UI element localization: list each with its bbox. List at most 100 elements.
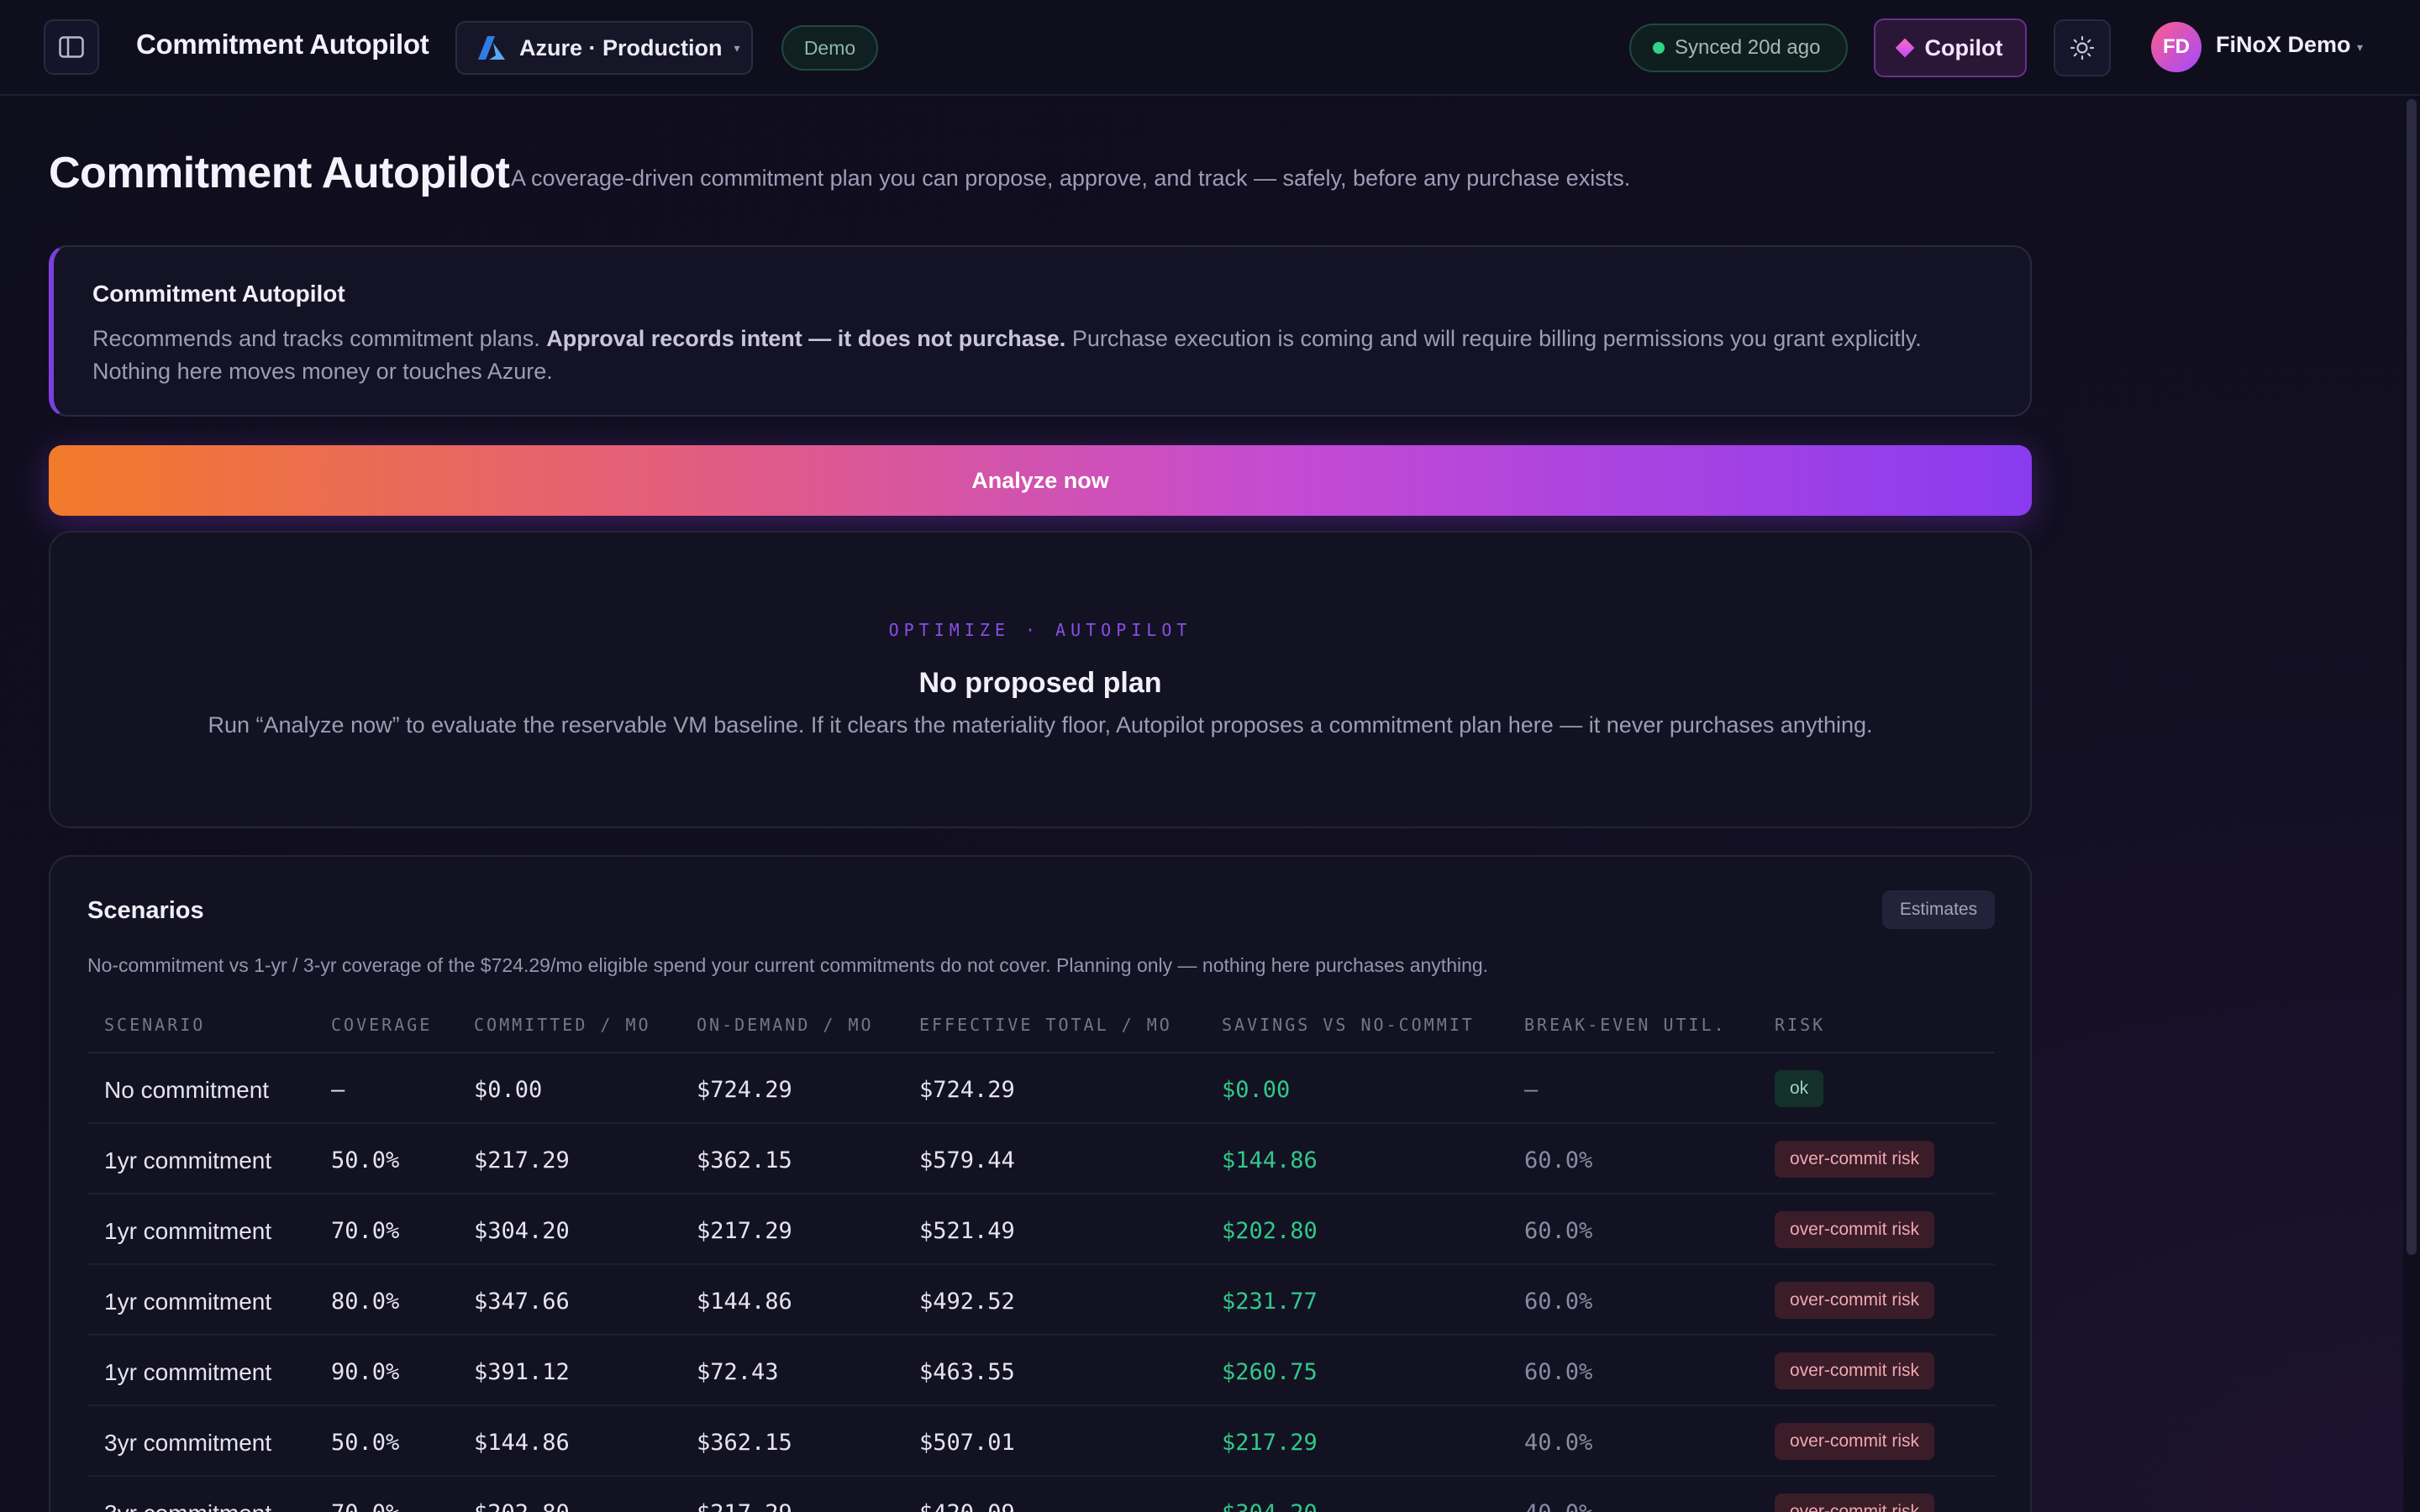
cell-coverage: 80.0%: [331, 1289, 400, 1315]
table-row: 3yr commitment 70.0% $202.80 $217.29 $420.09…: [87, 1477, 1995, 1512]
chevron-down-icon[interactable]: ▾: [2357, 40, 2364, 54]
info-banner: Commitment Autopilot Recommends and trac…: [49, 245, 2032, 417]
cell-committed: $347.66: [474, 1289, 570, 1315]
risk-badge: over-commit risk: [1775, 1494, 1935, 1512]
analyze-now-button[interactable]: Analyze now: [49, 445, 2032, 516]
column-header-coverage: COVERAGE: [331, 1015, 433, 1035]
scenarios-description: No-commitment vs 1-yr / 3-yr coverage of…: [87, 954, 1489, 976]
cell-savings: $144.86: [1222, 1147, 1318, 1173]
status-dot-icon: [1653, 42, 1665, 54]
environment-selector[interactable]: Azure · Production ▾: [455, 21, 753, 75]
column-header-risk: RISK: [1775, 1015, 1826, 1035]
risk-badge: over-commit risk: [1775, 1423, 1935, 1460]
table-header: SCENARIO COVERAGE COMMITTED / MO ON-DEMA…: [87, 991, 1995, 1053]
cell-savings: $231.77: [1222, 1289, 1318, 1315]
cell-break-even: 60.0%: [1524, 1289, 1593, 1315]
cell-effective-total: $420.09: [919, 1500, 1015, 1512]
cell-scenario: 3yr commitment: [104, 1430, 272, 1456]
cell-break-even: 60.0%: [1524, 1359, 1593, 1385]
empty-state-card: OPTIMIZE · AUTOPILOT No proposed plan Ru…: [49, 531, 2032, 828]
cell-coverage: 50.0%: [331, 1147, 400, 1173]
column-header-on-demand: ON-DEMAND / MO: [697, 1015, 874, 1035]
cell-committed: $391.12: [474, 1359, 570, 1385]
cell-savings: $260.75: [1222, 1359, 1318, 1385]
table-row: 1yr commitment 80.0% $347.66 $144.86 $492.52…: [87, 1265, 1995, 1336]
cell-committed: $0.00: [474, 1077, 543, 1103]
cell-scenario: No commitment: [104, 1077, 270, 1103]
cell-committed: $217.29: [474, 1147, 570, 1173]
scenarios-table: SCENARIO COVERAGE COMMITTED / MO ON-DEMA…: [87, 991, 1995, 1512]
cell-coverage: 70.0%: [331, 1500, 399, 1512]
cell-coverage: —: [331, 1077, 345, 1103]
info-banner-body: Recommends and tracks commitment plans. …: [92, 323, 1991, 388]
cell-coverage: 70.0%: [331, 1218, 400, 1244]
table-row: 1yr commitment 50.0% $217.29 $362.15 $579.44…: [87, 1124, 1995, 1194]
user-avatar[interactable]: FD: [2151, 22, 2202, 72]
cell-effective-total: $579.44: [919, 1147, 1015, 1173]
cell-savings: $202.80: [1222, 1218, 1318, 1244]
estimates-badge: Estimates: [1882, 890, 1995, 929]
risk-badge: ok: [1775, 1070, 1824, 1107]
table-row: 1yr commitment 90.0% $391.12 $72.43 $463.55 $…: [87, 1336, 1995, 1406]
empty-state-kicker: OPTIMIZE · AUTOPILOT: [888, 620, 1192, 640]
user-menu-name[interactable]: FiNoX Demo: [2216, 32, 2351, 57]
azure-logo-icon: [478, 36, 505, 60]
cell-on-demand: $362.15: [697, 1147, 792, 1173]
cell-break-even: 40.0%: [1524, 1500, 1592, 1512]
copilot-diamond-icon: [1895, 38, 1914, 58]
copilot-label: Copilot: [1924, 34, 2003, 60]
cell-effective-total: $521.49: [919, 1218, 1015, 1244]
column-header-savings: SAVINGS VS NO-COMMIT: [1222, 1015, 1475, 1035]
copilot-button[interactable]: Copilot: [1874, 18, 2027, 77]
table-row: 1yr commitment 70.0% $304.20 $217.29 $521.49…: [87, 1194, 1995, 1265]
table-row: No commitment — $0.00 $724.29 $724.29 $0.00 — o…: [87, 1053, 1995, 1124]
cell-on-demand: $217.29: [697, 1500, 792, 1512]
cell-coverage: 50.0%: [331, 1430, 400, 1456]
cell-on-demand: $724.29: [697, 1077, 792, 1103]
cell-savings: $0.00: [1222, 1077, 1291, 1103]
top-bar: Commitment Autopilot Azure · Production …: [0, 0, 2420, 96]
sidebar-toggle-button[interactable]: [44, 19, 99, 75]
cell-on-demand: $362.15: [697, 1430, 792, 1456]
cell-savings: $217.29: [1222, 1430, 1318, 1456]
sync-status-text: Synced 20d ago: [1675, 36, 1821, 59]
demo-badge: Demo: [781, 25, 878, 71]
risk-badge: over-commit risk: [1775, 1282, 1935, 1319]
cell-on-demand: $217.29: [697, 1218, 792, 1244]
page-title: Commitment Autopilot: [49, 149, 510, 197]
cell-effective-total: $724.29: [919, 1077, 1015, 1103]
column-header-break-even: BREAK-EVEN UTIL.: [1524, 1015, 1727, 1035]
scenarios-title: Scenarios: [87, 897, 204, 924]
info-banner-body-tail: Purchase execution is coming and will re…: [92, 326, 1922, 384]
table-row: 3yr commitment 50.0% $144.86 $362.15 $507.01…: [87, 1406, 1995, 1477]
cell-break-even: 40.0%: [1524, 1430, 1593, 1456]
scenarios-card: Scenarios Estimates No-commitment vs 1-y…: [49, 855, 2032, 1512]
empty-state-body: Run “Analyze now” to evaluate the reserv…: [208, 712, 1873, 738]
cell-on-demand: $72.43: [697, 1359, 779, 1385]
cell-effective-total: $507.01: [919, 1430, 1015, 1456]
cell-break-even: 60.0%: [1524, 1147, 1593, 1173]
cell-scenario: 1yr commitment: [104, 1289, 272, 1315]
cell-effective-total: $492.52: [919, 1289, 1015, 1315]
cell-break-even: 60.0%: [1524, 1218, 1593, 1244]
info-banner-body-lead: Recommends and tracks commitment plans.: [92, 326, 547, 351]
cell-savings: $304.20: [1222, 1500, 1318, 1512]
column-header-committed: COMMITTED / MO: [474, 1015, 651, 1035]
cell-break-even: —: [1524, 1077, 1539, 1103]
cell-coverage: 90.0%: [331, 1359, 400, 1385]
risk-badge: over-commit risk: [1775, 1141, 1935, 1178]
sync-status-badge: Synced 20d ago: [1629, 24, 1848, 72]
info-banner-emphasis: Approval records intent — it does not pu…: [546, 326, 1066, 351]
cell-scenario: 1yr commitment: [104, 1218, 272, 1244]
column-header-effective-total: EFFECTIVE TOTAL / MO: [919, 1015, 1172, 1035]
cell-committed: $304.20: [474, 1218, 570, 1244]
risk-badge: over-commit risk: [1775, 1211, 1935, 1248]
sun-icon: [2070, 35, 2095, 60]
scrollbar-thumb[interactable]: [2407, 99, 2417, 1255]
theme-toggle-button[interactable]: [2054, 19, 2111, 76]
cell-scenario: 1yr commitment: [104, 1147, 272, 1173]
column-header-scenario: SCENARIO: [104, 1015, 206, 1035]
page-subtitle: A coverage-driven commitment plan you ca…: [511, 165, 1631, 191]
chevron-down-icon: ▾: [734, 40, 740, 55]
empty-state-title: No proposed plan: [918, 667, 1162, 699]
